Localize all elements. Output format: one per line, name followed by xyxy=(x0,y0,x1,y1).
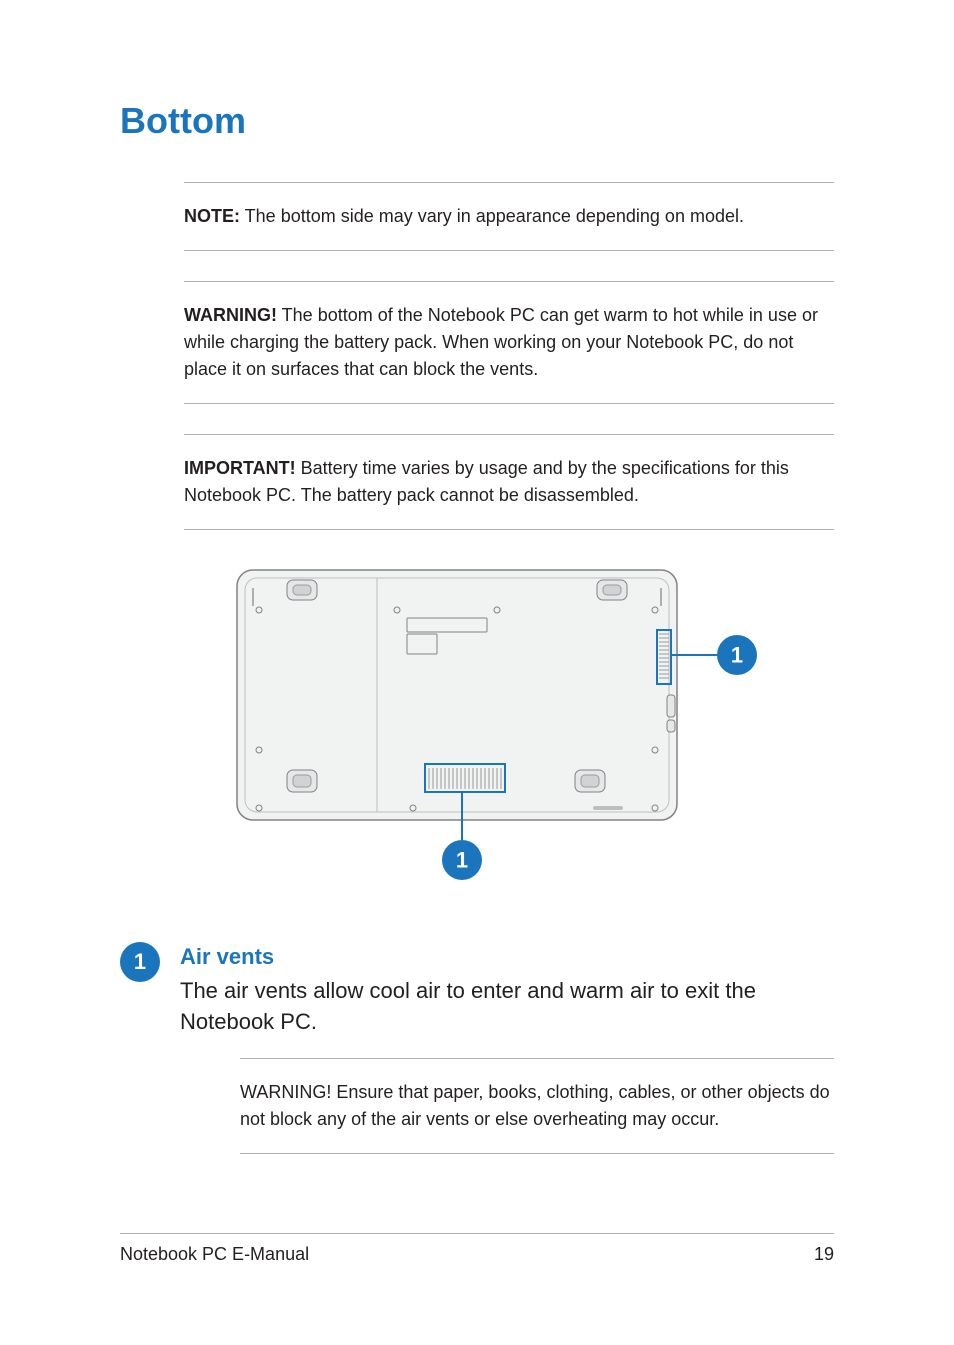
warning-label: WARNING! xyxy=(184,305,277,325)
note-callout: NOTE: The bottom side may vary in appear… xyxy=(184,182,834,251)
warning-callout: WARNING! The bottom of the Notebook PC c… xyxy=(184,281,834,404)
warning-text: The bottom of the Notebook PC can get wa… xyxy=(184,305,818,379)
diagram-callout-1b: 1 xyxy=(456,848,468,873)
feature-description: The air vents allow cool air to enter an… xyxy=(180,976,834,1038)
diagram-callout-1a: 1 xyxy=(731,643,743,668)
bottom-vent xyxy=(425,764,505,792)
note-label: NOTE: xyxy=(184,206,240,226)
footer-title: Notebook PC E-Manual xyxy=(120,1244,309,1265)
feature-warning-callout: WARNING! Ensure that paper, books, cloth… xyxy=(240,1058,834,1154)
feature-number-badge: 1 xyxy=(120,942,160,982)
important-label: IMPORTANT! xyxy=(184,458,296,478)
footer-page-number: 19 xyxy=(814,1244,834,1265)
manual-page: Bottom NOTE: The bottom side may vary in… xyxy=(0,0,954,1345)
bottom-diagram: 1 1 xyxy=(120,560,834,900)
page-title: Bottom xyxy=(120,100,834,142)
page-footer: Notebook PC E-Manual 19 xyxy=(120,1233,834,1265)
feature-warning-label: WARNING! xyxy=(240,1082,331,1102)
important-callout: IMPORTANT! Battery time varies by usage … xyxy=(184,434,834,530)
feature-title: Air vents xyxy=(180,944,834,970)
note-text: The bottom side may vary in appearance d… xyxy=(240,206,744,226)
feature-item: 1 Air vents The air vents allow cool air… xyxy=(120,940,834,1154)
